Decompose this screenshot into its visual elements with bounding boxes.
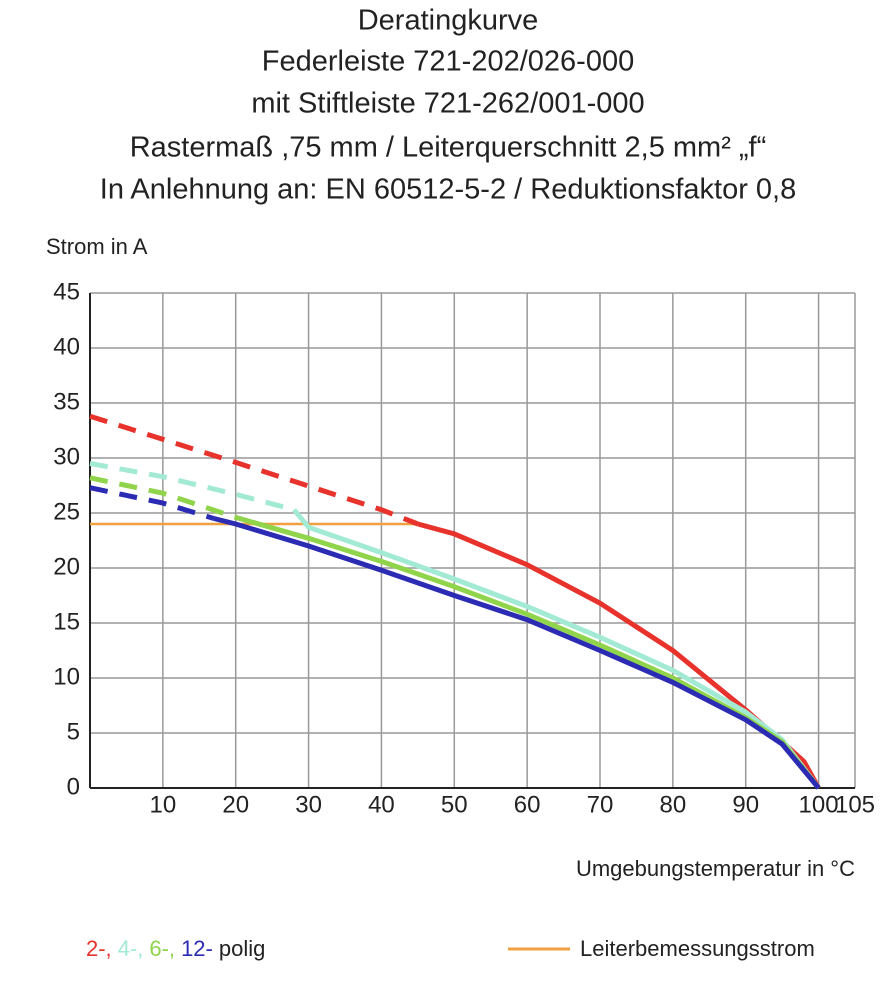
x-tick-label: 10	[150, 791, 177, 818]
line-series	[89, 485, 215, 521]
legend-label: 12-	[181, 936, 213, 961]
x-tick-label: 30	[295, 791, 322, 818]
legend-label: 4-,	[118, 936, 144, 961]
y-axis-label: Strom in A	[46, 234, 148, 259]
line-series	[89, 475, 237, 520]
x-tick-label: 40	[368, 791, 395, 818]
y-tick-label: 20	[53, 553, 80, 580]
x-tick-label: 50	[441, 791, 468, 818]
legend-label: Leiterbemessungsstrom	[580, 936, 815, 961]
y-tick-label: 10	[53, 663, 80, 690]
x-tick-label: 60	[514, 791, 541, 818]
chart-title: Federleiste 721-202/026-000	[262, 46, 634, 78]
y-tick-label: 45	[53, 278, 80, 305]
x-axis-label: Umgebungstemperatur in °C	[576, 856, 855, 881]
chart-title: Rastermaß ,75 mm / Leiterquerschnitt 2,5…	[130, 132, 767, 164]
line-series	[292, 508, 821, 790]
legend-label: 2-,	[86, 936, 112, 961]
line-series	[89, 461, 295, 513]
line-series	[213, 516, 821, 790]
x-tick-label: 20	[222, 791, 249, 818]
legend-label: polig	[219, 936, 265, 961]
y-tick-label: 35	[53, 388, 80, 415]
y-tick-label: 0	[67, 773, 80, 800]
x-tick-label: 90	[732, 791, 759, 818]
chart-title: Deratingkurve	[358, 5, 539, 37]
x-tick-label: 80	[660, 791, 687, 818]
y-tick-label: 40	[53, 333, 80, 360]
line-series	[89, 413, 419, 527]
legend-label: 6-,	[149, 936, 175, 961]
y-tick-label: 15	[53, 608, 80, 635]
x-tick-label: 70	[587, 791, 614, 818]
y-tick-label: 25	[53, 498, 80, 525]
chart-title: In Anlehnung an: EN 60512-5-2 / Reduktio…	[100, 174, 796, 206]
y-tick-label: 5	[67, 718, 80, 745]
y-tick-label: 30	[53, 443, 80, 470]
x-tick-label: 100	[799, 791, 839, 818]
x-tick-label: 105	[835, 791, 875, 818]
chart-title: mit Stiftleiste 721-262/001-000	[251, 88, 644, 120]
